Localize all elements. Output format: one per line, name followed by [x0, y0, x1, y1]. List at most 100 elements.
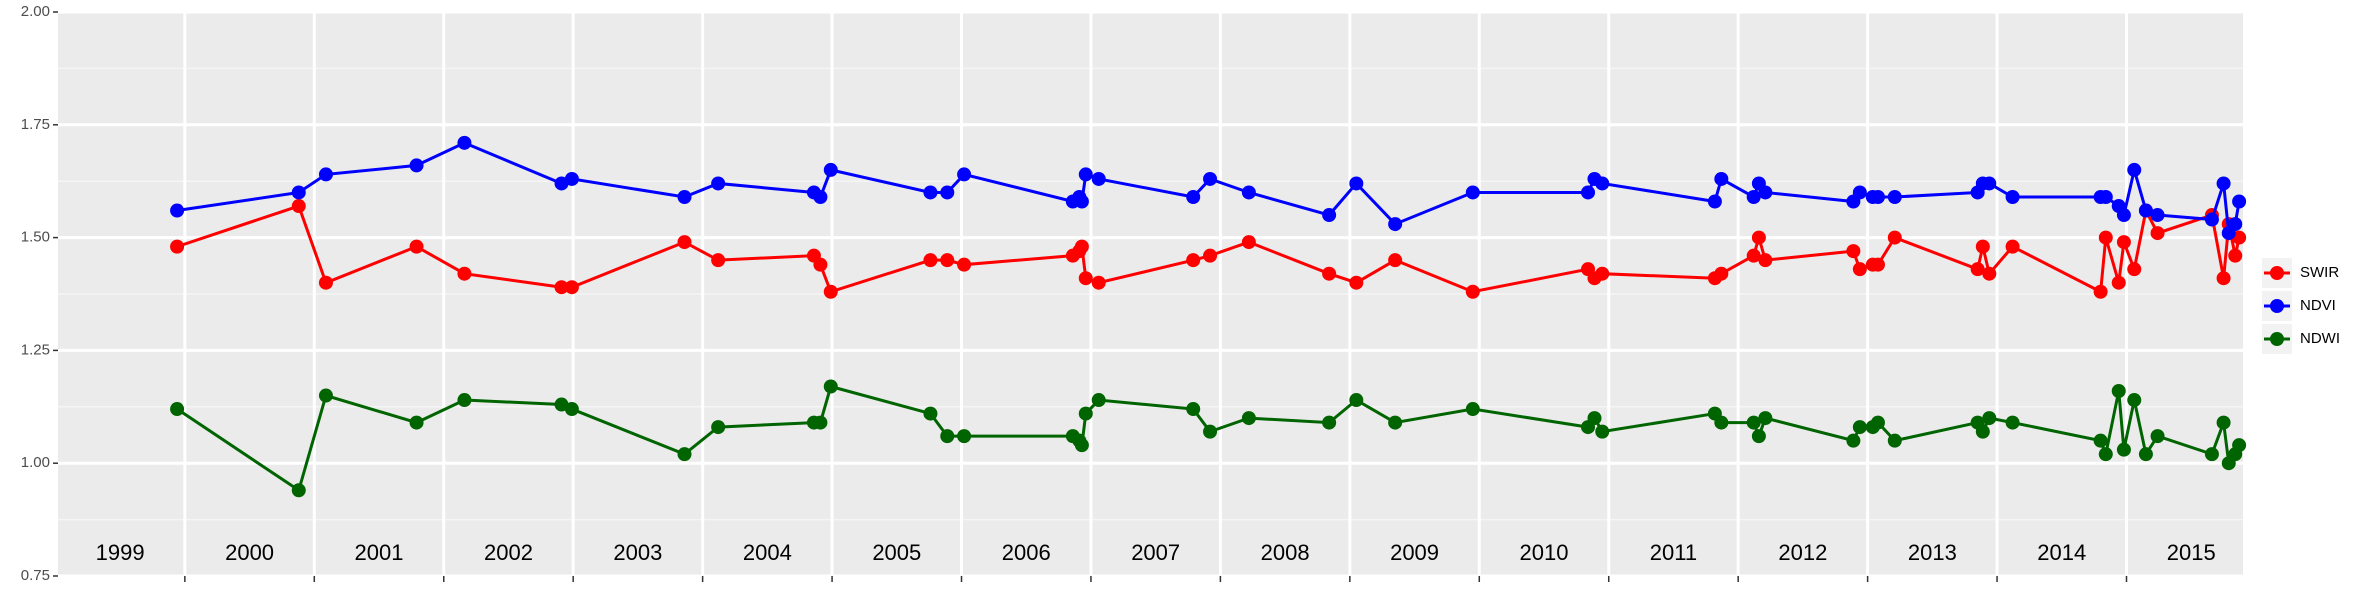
data-point — [1870, 257, 1885, 272]
data-point — [2005, 415, 2020, 430]
data-point — [940, 429, 955, 444]
data-point — [1982, 176, 1997, 191]
data-point — [1186, 402, 1201, 417]
data-point — [2098, 447, 2113, 462]
data-point — [2005, 189, 2020, 204]
data-point — [2232, 438, 2247, 453]
data-point — [2005, 239, 2020, 254]
data-point — [2116, 208, 2131, 223]
data-point — [1595, 424, 1610, 439]
data-point — [923, 253, 938, 268]
data-point — [1746, 415, 1761, 430]
year-label: 2012 — [1778, 540, 1827, 565]
data-point — [318, 167, 333, 182]
data-point — [1465, 185, 1480, 200]
y-tick-label: 2.00 — [21, 3, 50, 20]
year-label: 2008 — [1261, 540, 1310, 565]
data-point — [2150, 226, 2165, 241]
data-point — [2127, 393, 2142, 408]
data-point — [1241, 235, 1256, 250]
data-point — [1186, 253, 1201, 268]
data-point — [2216, 415, 2231, 430]
year-label: 2014 — [2037, 540, 2086, 565]
year-label: 2001 — [355, 540, 404, 565]
data-point — [1870, 415, 1885, 430]
data-point — [1587, 411, 1602, 426]
data-point — [940, 253, 955, 268]
data-point — [1846, 244, 1861, 259]
data-point — [1714, 171, 1729, 186]
data-point — [1322, 266, 1337, 281]
data-point — [1078, 167, 1093, 182]
data-point — [291, 483, 306, 498]
data-point — [1241, 411, 1256, 426]
data-point — [1349, 393, 1364, 408]
data-point — [823, 284, 838, 299]
year-label: 1999 — [96, 540, 145, 565]
legend-label: NDWI — [2300, 330, 2340, 347]
data-point — [2150, 429, 2165, 444]
data-point — [923, 406, 938, 421]
data-point — [1970, 262, 1985, 277]
data-point — [823, 162, 838, 177]
data-point — [711, 253, 726, 268]
legend-marker — [2270, 266, 2284, 280]
data-point — [457, 135, 472, 150]
data-point — [1751, 230, 1766, 245]
legend-marker — [2270, 299, 2284, 313]
year-label: 2006 — [1002, 540, 1051, 565]
data-point — [2216, 176, 2231, 191]
data-point — [1887, 189, 1902, 204]
data-point — [1074, 194, 1089, 209]
data-point — [2150, 208, 2165, 223]
data-point — [923, 185, 938, 200]
data-point — [1074, 438, 1089, 453]
data-point — [1714, 266, 1729, 281]
data-point — [957, 257, 972, 272]
y-tick-label: 1.00 — [21, 454, 50, 471]
data-point — [1870, 189, 1885, 204]
year-label: 2005 — [872, 540, 921, 565]
data-point — [1975, 424, 1990, 439]
data-point — [564, 280, 579, 295]
data-point — [564, 171, 579, 186]
data-point — [1746, 248, 1761, 263]
year-label: 2015 — [2167, 540, 2216, 565]
data-point — [1349, 176, 1364, 191]
data-point — [711, 176, 726, 191]
year-label: 2009 — [1390, 540, 1439, 565]
data-point — [2111, 384, 2126, 399]
data-point — [409, 415, 424, 430]
data-point — [1091, 171, 1106, 186]
data-point — [957, 429, 972, 444]
data-point — [1388, 253, 1403, 268]
data-point — [1203, 171, 1218, 186]
legend-label: NDVI — [2300, 297, 2336, 314]
data-point — [2093, 433, 2108, 448]
data-point — [2127, 262, 2142, 277]
data-point — [813, 189, 828, 204]
data-point — [318, 275, 333, 290]
data-point — [1465, 284, 1480, 299]
year-label: 2000 — [225, 540, 274, 565]
data-point — [409, 158, 424, 173]
data-point — [1746, 189, 1761, 204]
data-point — [1091, 393, 1106, 408]
data-point — [1852, 420, 1867, 435]
data-point — [1846, 433, 1861, 448]
data-point — [1852, 185, 1867, 200]
data-point — [1982, 411, 1997, 426]
data-point — [1322, 208, 1337, 223]
data-point — [2111, 275, 2126, 290]
data-point — [813, 415, 828, 430]
data-point — [564, 402, 579, 417]
data-point — [1322, 415, 1337, 430]
data-point — [1078, 406, 1093, 421]
legend-marker — [2270, 332, 2284, 346]
data-point — [940, 185, 955, 200]
data-point — [2228, 217, 2243, 232]
data-point — [2098, 230, 2113, 245]
year-label: 2011 — [1650, 540, 1697, 565]
data-point — [711, 420, 726, 435]
